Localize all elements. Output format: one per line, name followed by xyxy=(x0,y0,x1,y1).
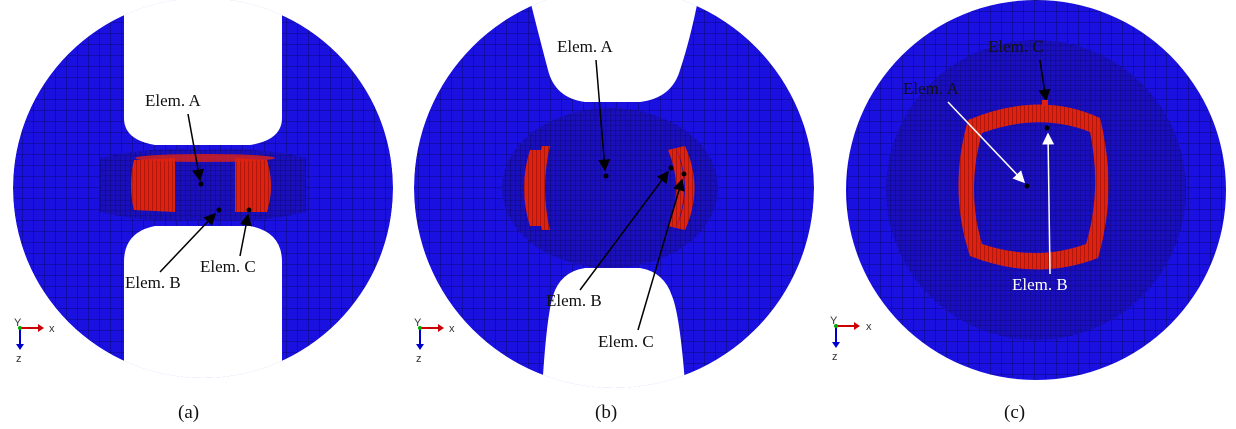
panel-c-caption: (c) xyxy=(1004,402,1025,423)
panel-a-arrow-elem-a xyxy=(187,113,205,182)
panel-c-label-elem-c: Elem. C xyxy=(988,37,1044,56)
panel-a-specimen xyxy=(13,0,393,378)
panel-c-specimen xyxy=(846,0,1226,380)
panel-b-specimen xyxy=(414,0,814,388)
panel-c-label-elem-a: Elem. A xyxy=(903,79,959,98)
panel-a-axis-label-x: x xyxy=(49,323,55,335)
panel-a-arrow-elem-b xyxy=(159,212,217,273)
panel-a-axis-label-z: z xyxy=(16,353,22,365)
panel-c-arrow-elem-b xyxy=(1042,132,1055,275)
panel-b-label-elem-b: Elem. B xyxy=(546,291,602,310)
panel-c-axis-label-x: x xyxy=(866,321,872,333)
panel-b-axis-label-z: z xyxy=(416,353,422,365)
panel-a-marker-elem-a xyxy=(198,181,204,187)
panel-a-highlight xyxy=(131,154,275,212)
panel-b-marker-elem-b xyxy=(668,165,674,171)
panel-a-label-elem-b: Elem. B xyxy=(125,273,181,292)
panel-a-arrow-elem-c xyxy=(239,213,252,257)
panel-c-axis-triad: Y x z xyxy=(830,315,872,363)
panel-b-axis-triad: Y x z xyxy=(414,317,455,365)
panel-a-marker-elem-b xyxy=(216,207,222,213)
panel-a-marker-elem-c xyxy=(246,207,252,213)
panel-b-label-elem-c: Elem. C xyxy=(598,332,654,351)
panel-c: Elem. C Elem. A Elem. B Y x z (c) xyxy=(830,0,1226,423)
panel-b-caption: (b) xyxy=(595,402,617,423)
panel-a-label-elem-a: Elem. A xyxy=(145,91,201,110)
panel-a-axis-triad: Y x z xyxy=(14,317,55,365)
panel-c-arrow-elem-c xyxy=(1038,59,1051,102)
panel-c-highlight xyxy=(958,104,1109,270)
panel-a-label-elem-c: Elem. C xyxy=(200,257,256,276)
panel-b-axis-label-y: Y xyxy=(414,317,422,329)
panel-c-arrow-elem-a xyxy=(947,101,1026,184)
panel-c-label-elem-b: Elem. B xyxy=(1012,275,1068,294)
panel-c-axis-label-z: z xyxy=(832,351,838,363)
panel-b-label-elem-a: Elem. A xyxy=(557,37,613,56)
panel-b-arrow-elem-a xyxy=(595,59,611,172)
panel-b-marker-elem-c xyxy=(681,171,687,177)
panel-b: Elem. A Elem. B Elem. C Y x z (b) xyxy=(414,0,814,423)
panel-b-arrow-elem-c xyxy=(637,178,685,331)
panel-c-axis-label-y: Y xyxy=(830,315,838,327)
panel-b-arrow-elem-b xyxy=(579,170,669,291)
panel-c-marker-elem-c xyxy=(1042,100,1048,106)
panel-b-marker-elem-a xyxy=(603,173,609,179)
panel-a-caption: (a) xyxy=(178,402,199,423)
panel-c-marker-elem-b xyxy=(1044,125,1050,131)
panel-b-axis-label-x: x xyxy=(449,323,455,335)
panel-a-axis-label-y: Y xyxy=(14,317,22,329)
panel-a: Elem. A Elem. B Elem. C Y x z (a) xyxy=(13,0,393,423)
panel-c-marker-elem-a xyxy=(1024,183,1030,189)
